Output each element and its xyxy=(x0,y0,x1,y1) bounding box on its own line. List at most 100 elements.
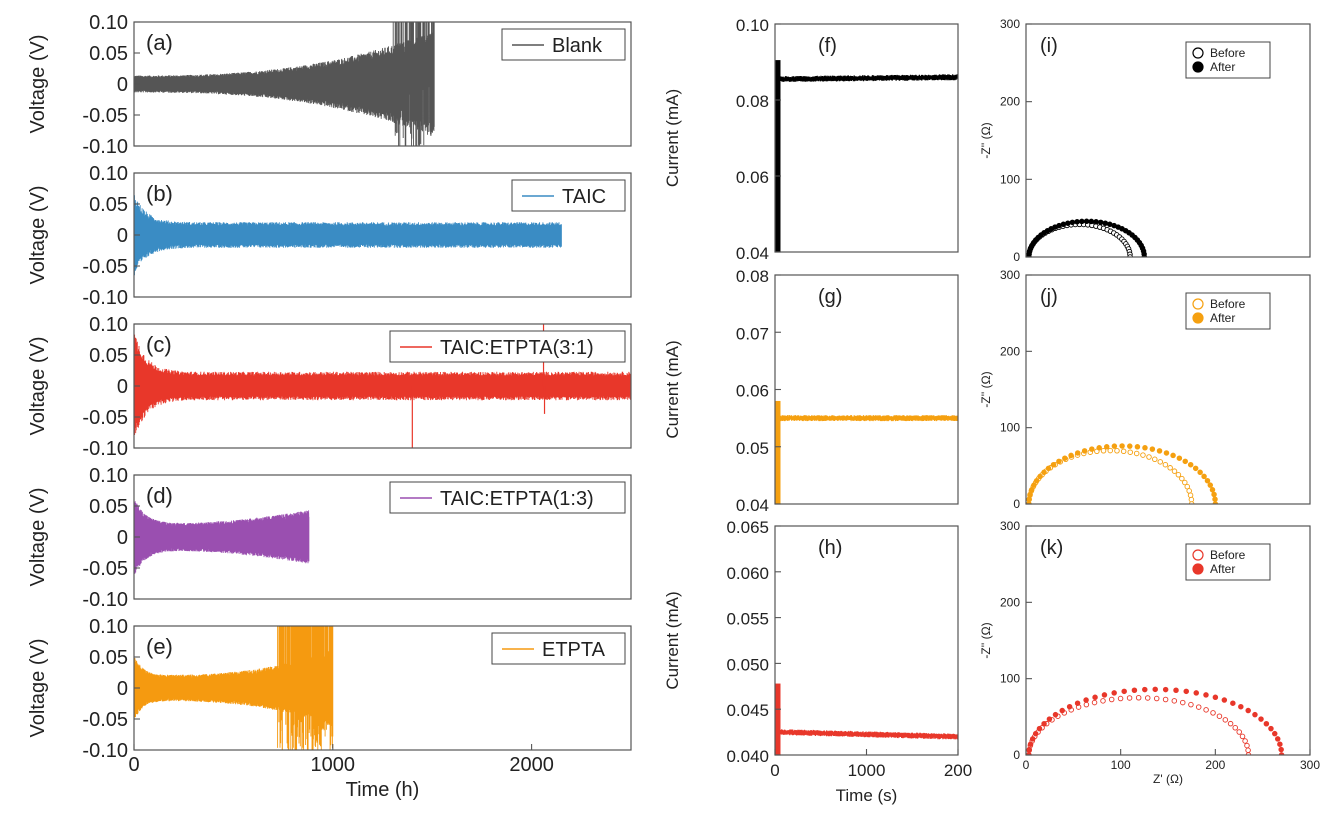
legend-label: After xyxy=(1210,60,1235,74)
current-band xyxy=(779,729,958,740)
point xyxy=(1028,487,1035,493)
x-axis-label: Z' (Ω) xyxy=(1153,772,1183,786)
point xyxy=(1088,218,1095,225)
y-axis-label: Voltage (V) xyxy=(27,337,49,436)
point xyxy=(1036,725,1043,732)
point xyxy=(1114,447,1120,454)
point xyxy=(1272,730,1278,737)
point xyxy=(1188,701,1194,708)
plot-frame xyxy=(1025,274,1311,505)
panel-label: (b) xyxy=(146,181,173,206)
y-axis-label: Voltage (V) xyxy=(27,186,49,285)
y-tick-label: 0.08 xyxy=(736,92,769,111)
x-tick-label: 1000 xyxy=(848,761,886,780)
data-layer xyxy=(134,22,435,146)
panel-label: (h) xyxy=(818,537,842,559)
y-tick-label: 0 xyxy=(117,678,128,700)
point xyxy=(1068,452,1074,459)
y-tick-label: -0.10 xyxy=(82,438,128,460)
initial-pulse xyxy=(775,400,781,504)
point xyxy=(1153,695,1160,702)
point xyxy=(1126,695,1133,701)
point xyxy=(1091,699,1098,706)
point xyxy=(1052,711,1059,718)
point xyxy=(1101,692,1108,698)
y-axis-label: Voltage (V) xyxy=(27,35,49,134)
legend-label: Before xyxy=(1210,46,1246,60)
point xyxy=(1098,219,1104,226)
point xyxy=(1027,741,1034,747)
y-tick-label: 0.10 xyxy=(89,465,128,487)
point xyxy=(1026,496,1032,502)
point xyxy=(1203,707,1209,713)
x-tick-label: 300 xyxy=(1300,758,1320,772)
point xyxy=(1100,698,1106,704)
series-after xyxy=(1026,443,1219,504)
point xyxy=(1029,736,1036,742)
data-layer xyxy=(1026,686,1285,755)
point xyxy=(1083,697,1089,703)
point xyxy=(1050,461,1057,468)
y-tick-label: 0.10 xyxy=(89,12,128,34)
point xyxy=(1027,491,1033,498)
y-tick-label: 300 xyxy=(1000,519,1020,533)
y-tick-label: 200 xyxy=(1000,344,1020,358)
series-after xyxy=(1026,686,1285,755)
point xyxy=(1041,721,1047,727)
point xyxy=(1127,443,1133,449)
y-tick-label: 0.07 xyxy=(736,324,769,343)
y-axis-label: -Z'' (Ω) xyxy=(979,371,993,407)
point xyxy=(1032,730,1039,737)
plot-frame xyxy=(1025,23,1311,258)
point xyxy=(1207,482,1214,488)
data-layer xyxy=(134,626,334,750)
y-tick-label: 0.055 xyxy=(726,610,769,629)
legend-marker xyxy=(1192,563,1204,575)
point xyxy=(1244,742,1250,749)
legend-marker xyxy=(1192,298,1204,310)
y-axis-label: Current (mA) xyxy=(663,340,682,438)
point xyxy=(1232,725,1238,731)
point xyxy=(1120,448,1127,455)
y-tick-label: 0.10 xyxy=(89,314,128,336)
y-tick-label: 100 xyxy=(1000,421,1020,435)
panel-label: (k) xyxy=(1040,537,1063,559)
y-tick-label: 0.10 xyxy=(89,616,128,638)
y-axis-label: -Z'' (Ω) xyxy=(979,122,993,158)
y-axis-label: -Z'' (Ω) xyxy=(979,622,993,658)
point xyxy=(1146,454,1152,460)
y-tick-label: 0.05 xyxy=(89,194,128,216)
y-tick-label: 0 xyxy=(117,527,128,549)
panel-a: 0.10 0.05 0 -0.05 -0.10 Voltage (V) (a) Blank xyxy=(27,12,632,158)
y-tick-label: 0.06 xyxy=(736,382,769,401)
point xyxy=(1133,450,1140,457)
y-tick-label: 0.060 xyxy=(726,564,769,583)
y-tick-label: 0 xyxy=(117,376,128,398)
y-tick-label: 0.05 xyxy=(89,496,128,518)
panel-label: (e) xyxy=(146,634,173,659)
series-line-0 xyxy=(134,22,435,146)
x-tick-label: 0 xyxy=(1023,758,1030,772)
y-tick-label: 0.10 xyxy=(89,163,128,185)
data-layer xyxy=(134,195,562,276)
data-layer xyxy=(775,60,958,252)
y-tick-label: -0.05 xyxy=(82,558,128,580)
data-layer xyxy=(1026,218,1148,257)
point xyxy=(1171,698,1178,704)
point xyxy=(1121,688,1127,695)
series-line-0 xyxy=(134,626,334,750)
point xyxy=(1134,444,1141,450)
x-tick-label: 200 xyxy=(944,761,972,780)
data-layer xyxy=(1026,443,1219,504)
y-axis-label: Voltage (V) xyxy=(27,488,49,587)
y-tick-label: 300 xyxy=(1000,17,1020,31)
series-line-0 xyxy=(134,501,310,574)
y-tick-label: 0 xyxy=(1013,748,1020,762)
legend-label: ETPTA xyxy=(542,639,606,661)
point xyxy=(1162,461,1169,468)
point xyxy=(1192,465,1199,472)
point xyxy=(1103,444,1110,450)
point xyxy=(1096,445,1102,451)
